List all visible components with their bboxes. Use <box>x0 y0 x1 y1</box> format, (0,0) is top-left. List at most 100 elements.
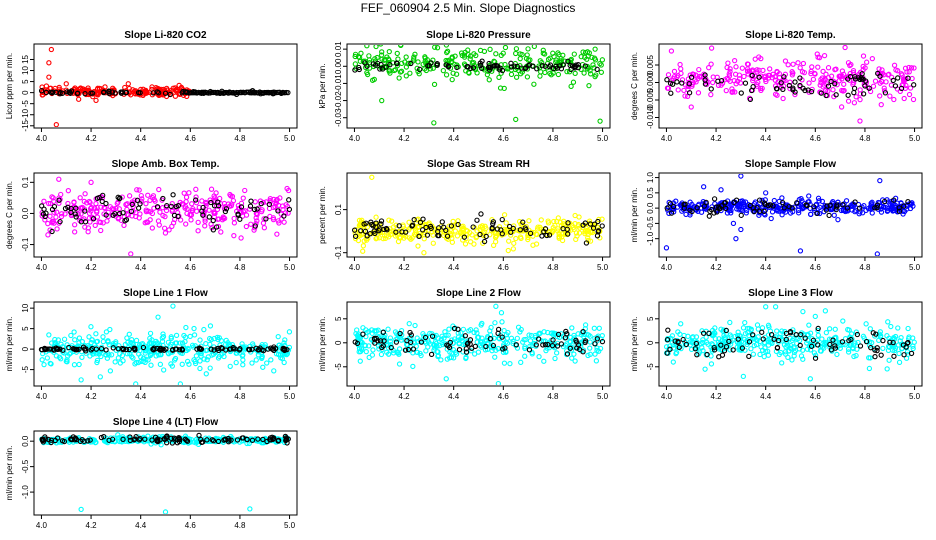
overlay-point <box>708 86 714 92</box>
data-point <box>884 366 890 372</box>
data-point <box>408 236 414 242</box>
data-point <box>599 216 605 222</box>
y-tick-label: 0.5 <box>646 187 655 199</box>
y-tick-label: -0.03 <box>334 108 343 127</box>
data-point <box>187 333 193 340</box>
data-point <box>414 65 420 71</box>
data-point <box>572 212 578 219</box>
y-tick-label: -0.5 <box>646 216 655 230</box>
data-point <box>181 332 187 339</box>
outlier-point <box>379 97 385 104</box>
data-point <box>689 81 695 88</box>
data-point <box>416 230 423 237</box>
data-point <box>149 210 156 217</box>
data-point <box>450 355 457 361</box>
data-point <box>168 361 174 367</box>
overlay-point <box>255 436 261 442</box>
data-point <box>822 76 828 82</box>
overlay-point <box>393 229 399 235</box>
overlay-point <box>540 342 546 348</box>
overlay-point <box>69 436 75 443</box>
data-point <box>675 87 681 93</box>
data-point <box>166 227 172 233</box>
overlay-point <box>410 346 417 352</box>
data-point <box>855 339 861 346</box>
outlier-point <box>170 303 176 309</box>
data-point <box>152 198 158 204</box>
overlay-point <box>42 213 48 220</box>
overlay-point <box>409 222 416 228</box>
overlay-point <box>582 63 588 69</box>
data-point <box>121 222 127 229</box>
data-point <box>93 200 99 207</box>
data-point <box>861 203 867 209</box>
data-point <box>752 56 758 62</box>
data-point <box>820 68 826 75</box>
data-point <box>724 210 731 216</box>
outlier-point <box>46 60 52 66</box>
data-point <box>469 232 475 238</box>
data-point <box>496 74 502 81</box>
data-point <box>81 198 87 205</box>
overlay-point <box>131 345 137 351</box>
data-point <box>66 351 73 357</box>
overlay-point <box>502 345 508 351</box>
data-point <box>718 326 724 332</box>
data-point <box>753 81 760 87</box>
data-point <box>169 223 175 229</box>
data-point <box>845 98 852 104</box>
overlay-point <box>448 223 455 229</box>
data-point <box>564 68 570 75</box>
data-point <box>208 337 214 343</box>
overlay-point <box>173 203 179 210</box>
overlay-point <box>742 80 749 86</box>
data-point <box>518 359 524 365</box>
x-tick-label: 4.4 <box>135 263 147 272</box>
points-layer <box>39 432 291 514</box>
data-point <box>257 198 264 204</box>
overlay-point <box>215 203 222 209</box>
overlay-point <box>573 62 579 68</box>
data-point <box>486 77 492 83</box>
overlay-point <box>461 234 468 240</box>
data-point <box>420 331 426 337</box>
data-point <box>138 192 144 199</box>
overlay-point <box>824 203 830 209</box>
overlay-point <box>360 331 366 337</box>
x-tick-label: 4.8 <box>234 134 246 143</box>
x-tick-label: 4.4 <box>760 263 772 272</box>
data-point <box>592 351 598 357</box>
x-tick-label: 4.0 <box>661 392 673 401</box>
data-point <box>438 336 444 342</box>
overlay-point <box>881 198 888 205</box>
overlay-point <box>495 330 501 336</box>
data-point <box>847 62 853 69</box>
data-point <box>853 352 859 359</box>
overlay-point <box>496 67 503 73</box>
data-point <box>58 213 65 220</box>
data-point <box>897 338 903 344</box>
data-point <box>144 89 150 95</box>
overlay-point <box>249 88 256 94</box>
data-point <box>698 341 704 347</box>
overlay-point <box>718 342 724 348</box>
overlay-point <box>892 83 899 89</box>
overlay-point <box>397 330 403 337</box>
data-point <box>506 238 512 244</box>
overlay-point <box>542 342 549 348</box>
y-tick-label: -0.01 <box>334 74 343 93</box>
overlay-point <box>439 219 445 225</box>
overlay-point <box>859 76 865 82</box>
overlay-point <box>249 437 256 443</box>
data-point <box>759 325 766 331</box>
data-point <box>159 335 165 341</box>
data-point <box>160 342 166 349</box>
data-point <box>727 69 733 75</box>
data-point <box>796 346 803 352</box>
data-point <box>499 319 505 325</box>
overlay-point <box>518 65 525 71</box>
data-point <box>806 80 812 86</box>
overlay-point <box>751 208 757 215</box>
data-point <box>54 226 60 232</box>
